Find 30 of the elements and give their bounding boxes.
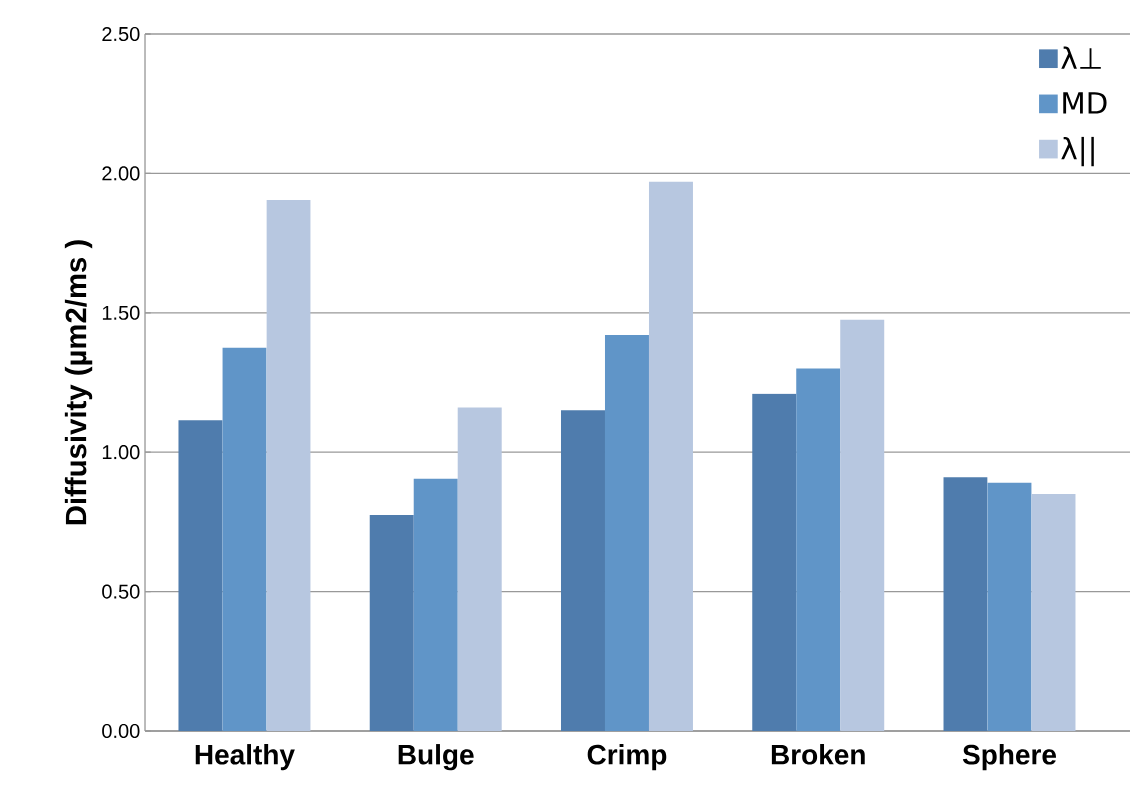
bar [604,335,649,731]
bar [178,420,223,731]
bar [561,410,605,731]
y-tick-label: 1.50 [102,305,140,320]
bar [369,514,414,731]
y-tick-label: 0.00 [102,723,140,739]
x-tick-label: Crimp [587,744,667,771]
x-tick-label: Bulge [398,744,474,771]
bar [796,368,841,731]
x-tick-label: Broken [771,744,865,765]
x-tick-label: Sphere [962,744,1057,771]
legend-label: λ⊥ [1061,46,1101,69]
bar [752,393,797,731]
y-axis-title: Diffusivity (µm2/ms ) [64,240,93,525]
bar [413,478,458,731]
bar [457,407,502,731]
y-tick-label: 1.00 [102,445,140,460]
bar [266,199,311,731]
y-tick-label: 2.00 [102,166,140,181]
bar [648,181,693,731]
y-tick-label: 2.50 [102,26,140,42]
bar [222,347,267,731]
legend-label: MD [1063,92,1107,114]
bar [987,482,1032,731]
y-tick-label: 0.50 [102,584,140,599]
bar [840,319,885,731]
bar [943,477,988,731]
bar [1031,494,1076,731]
legend-label: λ|| [1061,136,1094,167]
x-tick-label: Healthy [195,744,295,771]
